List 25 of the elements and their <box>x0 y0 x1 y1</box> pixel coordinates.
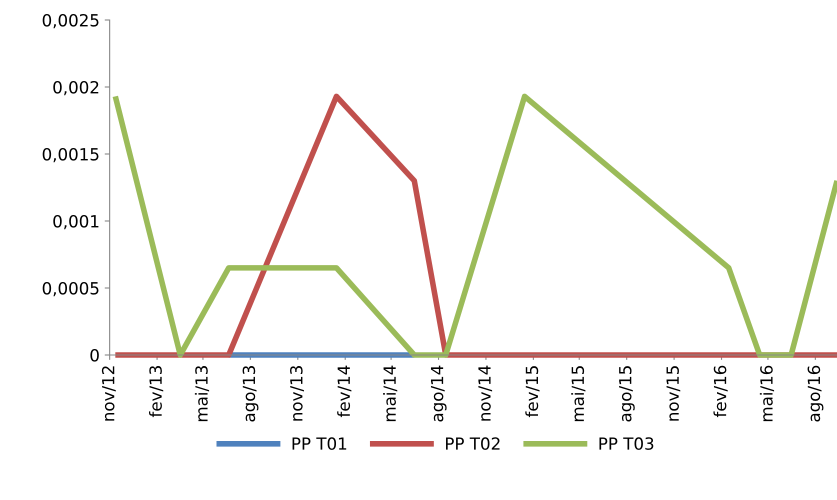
y-tick-label: 0,0025 <box>42 14 98 28</box>
legend-label: PP T02 <box>446 437 500 450</box>
x-tick-label: ago/14 <box>430 366 447 422</box>
x-tick-label: mai/15 <box>571 366 586 422</box>
legend-label: PP T01 <box>292 437 346 450</box>
y-tick-label: 0 <box>90 348 99 362</box>
x-tick-label: ago/13 <box>242 366 258 422</box>
x-tick-label: nov/14 <box>478 366 492 421</box>
x-tick-label: fev/13 <box>149 366 164 418</box>
x-tick-label: mai/14 <box>383 366 398 422</box>
x-tick-label: nov/12 <box>102 366 116 421</box>
y-tick-label: 0,0005 <box>42 282 98 296</box>
x-tick-label: mai/13 <box>194 366 210 422</box>
y-tick-label: 0,001 <box>53 214 98 230</box>
x-tick-label: nov/13 <box>290 366 304 421</box>
x-tick-label: fev/14 <box>337 366 352 418</box>
y-tick-label: 0,0015 <box>42 148 98 162</box>
x-tick-label: mai/16 <box>760 366 774 422</box>
x-tick-label: ago/15 <box>619 366 635 422</box>
x-tick-label: fev/15 <box>525 366 540 418</box>
x-tick-label: nov/15 <box>666 366 680 421</box>
y-tick-label: 0,002 <box>53 80 98 96</box>
x-tick-label: ago/16 <box>808 366 824 422</box>
legend-label: PP T03 <box>599 437 654 450</box>
x-tick-label: fev/16 <box>713 366 728 418</box>
